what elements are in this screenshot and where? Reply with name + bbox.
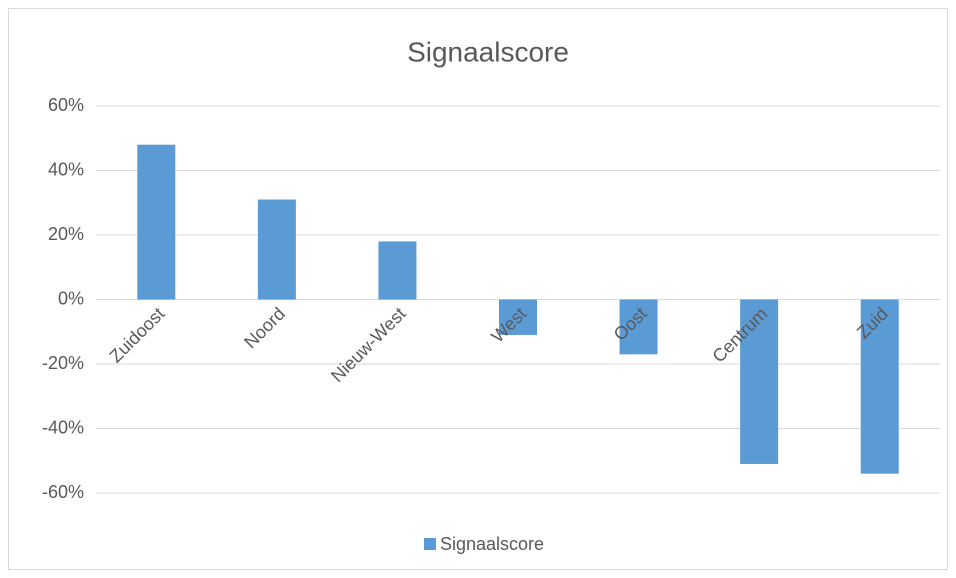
bar — [740, 299, 779, 464]
y-tick-label: 20% — [48, 224, 84, 244]
legend-swatch — [424, 538, 436, 550]
y-tick-label: 40% — [48, 159, 84, 179]
bar — [257, 199, 296, 300]
y-tick-label: -60% — [42, 482, 84, 502]
y-tick-label: 0% — [58, 288, 84, 308]
y-tick-label: 60% — [48, 95, 84, 115]
bar — [378, 241, 417, 300]
bar — [499, 299, 537, 335]
bar — [619, 299, 658, 355]
y-tick-label: -20% — [42, 353, 84, 373]
bar — [860, 299, 899, 474]
legend-label: Signaalscore — [440, 534, 544, 554]
bar — [137, 144, 176, 300]
chart-title: Signaalscore — [407, 36, 569, 67]
y-tick-label: -40% — [42, 417, 84, 437]
